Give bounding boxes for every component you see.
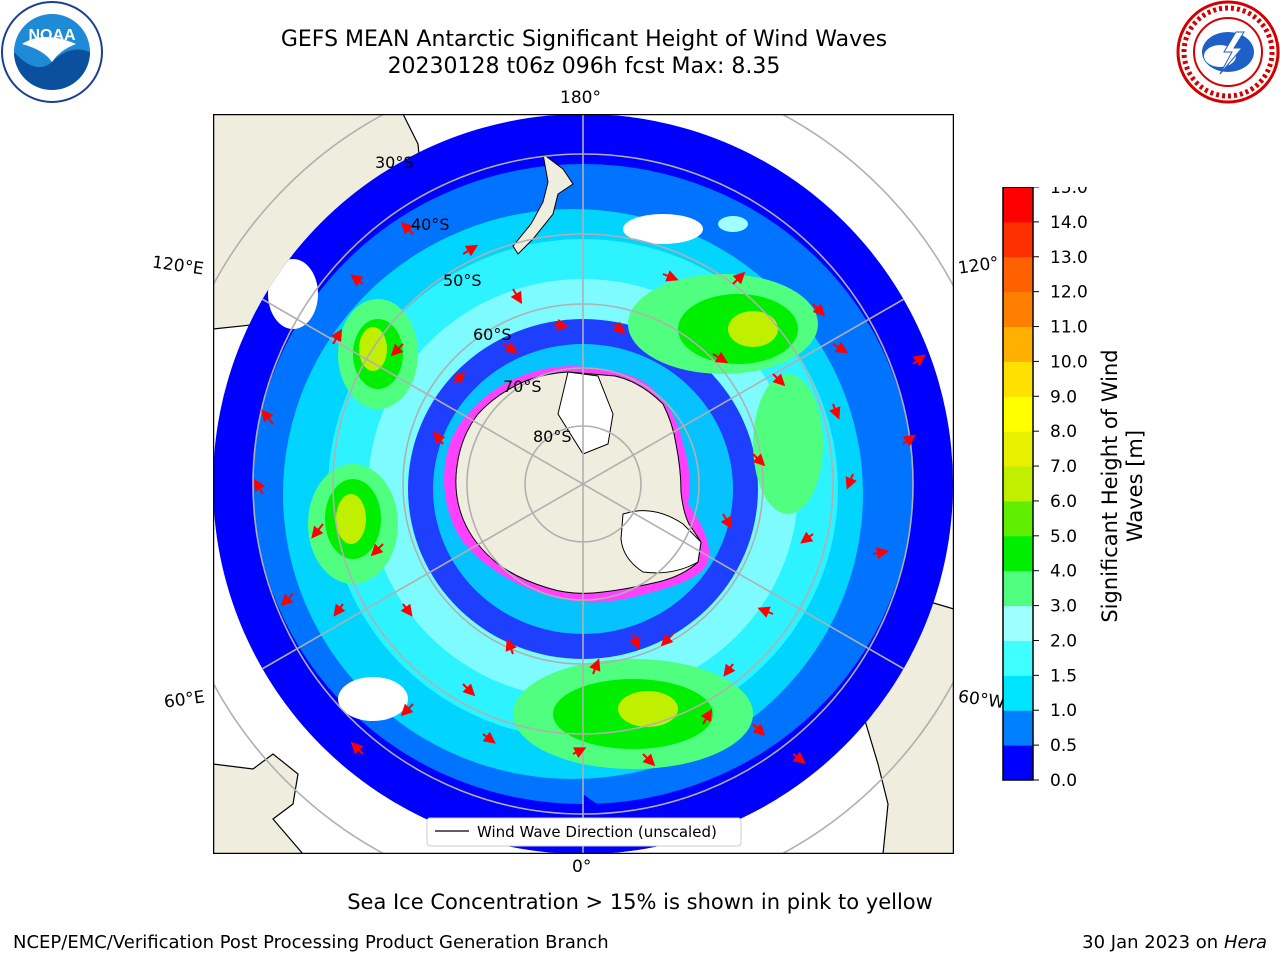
machine-name: Hera: [1223, 932, 1267, 953]
colorbar-segment: [1003, 745, 1033, 781]
colorbar-segment: [1003, 256, 1033, 293]
date-credit: 30 Jan 2023 on Hera: [1082, 932, 1267, 953]
colorbar-segment: [1003, 500, 1033, 537]
date-text: 30 Jan 2023 on: [1082, 932, 1219, 953]
colorbar-tick-label: 1.0: [1050, 701, 1077, 721]
colorbar-tick-label: 0.5: [1050, 736, 1077, 756]
weddell-sea-ice: [620, 510, 702, 574]
chart-title: GEFS MEAN Antarctic Significant Height o…: [280, 27, 888, 52]
colorbar-segment: [1003, 396, 1033, 432]
graticule: [213, 114, 954, 854]
colorbar-segment: [1003, 570, 1033, 607]
colorbar-tick-label: 10.0: [1050, 352, 1088, 372]
ross-sea-ice: [557, 371, 614, 455]
colorbar-segment: [1003, 361, 1033, 397]
lat-label-50s: 50°S: [443, 271, 482, 290]
colorbar-segment: [1003, 675, 1033, 711]
map-border: [213, 114, 954, 854]
colorbar-segment: [1003, 535, 1033, 572]
lon-label-60w: 60°W: [956, 686, 1007, 714]
lon-label-0: 0°: [572, 857, 592, 877]
colorbar-tick-label: 1.5: [1050, 666, 1077, 686]
colorbar-segment: [1003, 431, 1033, 467]
lat-label-30s: 30°S: [375, 153, 414, 172]
africa-land: [213, 753, 304, 854]
colorbar-tick-label: 7.0: [1050, 457, 1077, 477]
chart-subtitle: 20230128 t06z 096h fcst Max: 8.35: [387, 54, 781, 79]
colorbar-tick-label: 0.0: [1050, 771, 1077, 787]
colorbar-frame: [1002, 187, 1034, 781]
nws-logo: [1176, 0, 1280, 104]
colorbar-tick-label: 9.0: [1050, 387, 1077, 407]
new-zealand-land: [512, 152, 574, 255]
colorbar-tick-label: 6.0: [1050, 492, 1077, 512]
lat-label-70s: 70°S: [503, 377, 542, 396]
colorbar-segment: [1003, 605, 1033, 641]
colorbar-tick-label: 13.0: [1050, 248, 1088, 268]
colorbar-tick-label: 8.0: [1050, 422, 1077, 442]
wind-arrows: [253, 221, 926, 767]
colorbar-segment: [1003, 466, 1033, 502]
colorbar-segment: [1003, 187, 1033, 223]
colorbar-tick-label: 15.0: [1050, 187, 1088, 198]
polar-map: 30°S 40°S 50°S 60°S 70°S 80°S Wind Wave …: [213, 114, 954, 854]
colorbar: 0.0 0.5 1.0 1.5 2.0 3.0 4.0 5.0 6.0 7.0 8.0 9.0 10.0…: [1002, 187, 1088, 787]
colorbar-tick-label: 11.0: [1050, 318, 1088, 338]
noaa-logo-text: NOAA: [28, 27, 76, 44]
colorbar-label: Significant Height of Wind Waves [m]: [1098, 349, 1147, 623]
colorbar-tick-label: 5.0: [1050, 527, 1077, 547]
colorbar-segment: [1003, 221, 1033, 258]
colorbar-segment: [1003, 710, 1033, 746]
lat-label-80s: 80°S: [533, 427, 572, 446]
colorbar-segment: [1003, 640, 1033, 676]
lon-label-60e: 60°E: [162, 687, 207, 713]
colorbar-segment: [1003, 291, 1033, 328]
colorbar-segment: [1003, 326, 1033, 362]
colorbar-tick-label: 3.0: [1050, 597, 1077, 617]
legend-label: Wind Wave Direction (unscaled): [477, 823, 717, 841]
lat-label-40s: 40°S: [411, 215, 450, 234]
noaa-logo: NOAA: [1, 1, 103, 103]
colorbar-tick-label: 2.0: [1050, 631, 1077, 651]
map-legend: Wind Wave Direction (unscaled): [426, 817, 742, 847]
colorbar-tick-label: 12.0: [1050, 283, 1088, 303]
colorbar-tick-label: 4.0: [1050, 562, 1077, 582]
lon-label-120w: 120°: [956, 253, 1001, 279]
colorbar-tick-label: 14.0: [1050, 213, 1088, 233]
sea-ice-note: Sea Ice Concentration > 15% is shown in …: [347, 890, 933, 914]
credit-text: NCEP/EMC/Verification Post Processing Pr…: [13, 932, 609, 953]
lat-label-60s: 60°S: [473, 325, 512, 344]
lon-label-120e: 120°E: [150, 252, 205, 280]
lon-label-180: 180°: [560, 88, 601, 108]
